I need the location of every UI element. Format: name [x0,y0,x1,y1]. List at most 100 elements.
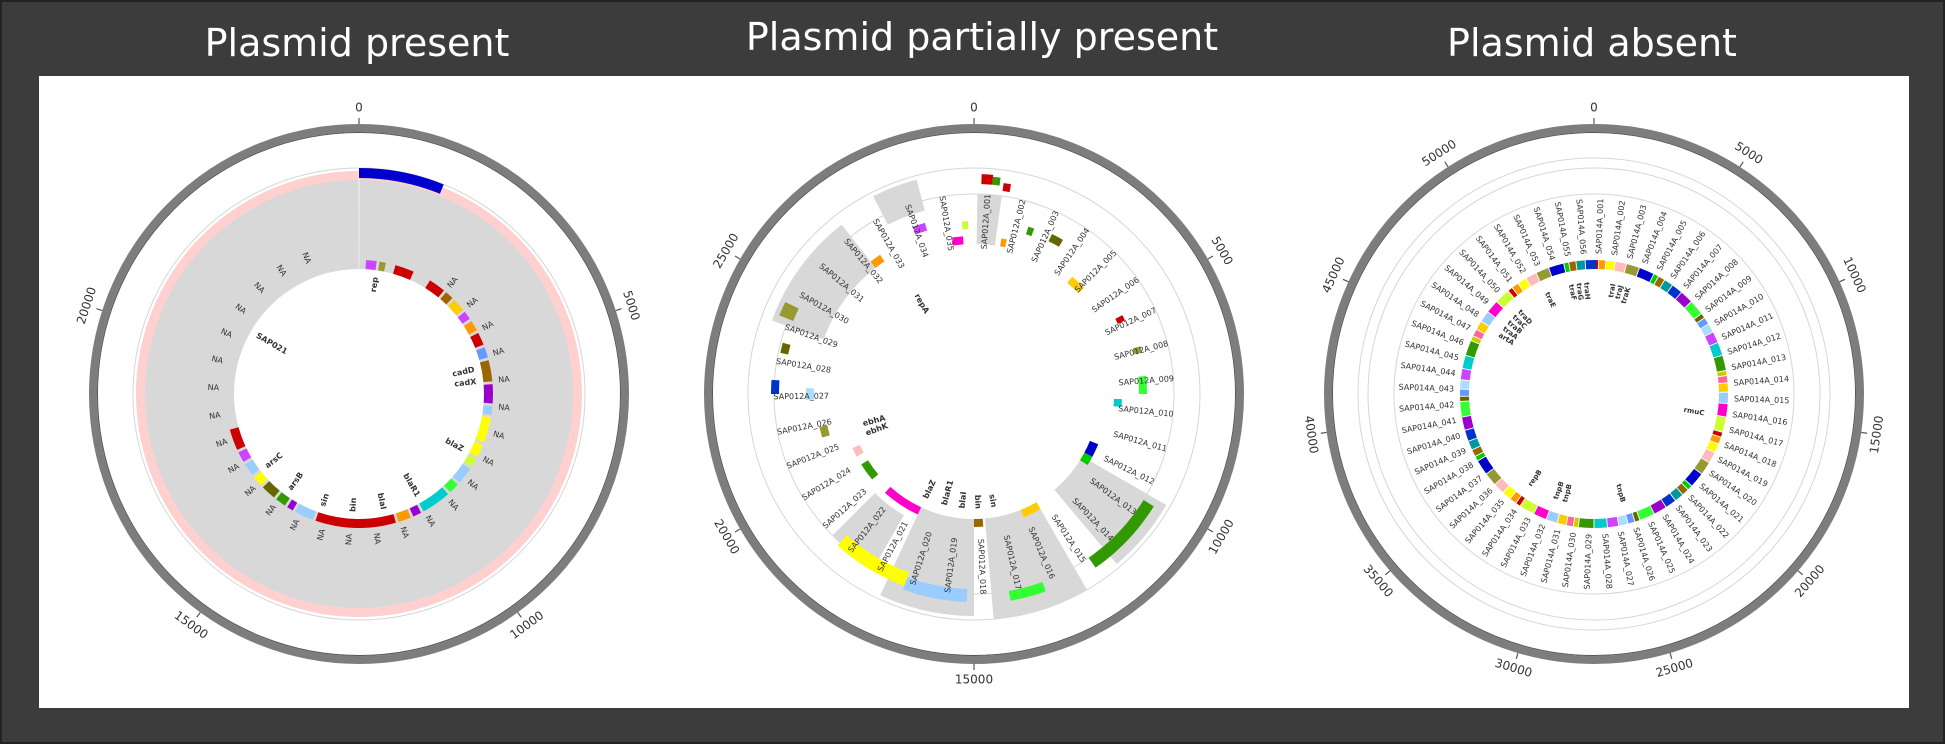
absent-gene-segment [1670,488,1683,501]
absent-gene-segment [1605,260,1615,271]
absent-gene-segment [1526,273,1540,287]
absent-tick-mark [1515,652,1519,659]
partial-locus-label: SAP012A_004 [1053,226,1092,277]
absent-gene-segment [1598,260,1606,270]
plots-panel: 0 5000 10000 15000 20000 NA NA NA NA NA NA NA NA NA NA… [39,76,1909,708]
partial-gene-label: blaI [958,491,969,509]
absent-tick-label: 15000 [1867,415,1886,455]
plot-plasmid-present: 05000100001500020000NANANANANANANANANANA… [74,101,643,664]
present-na-label: NA [315,528,327,542]
absent-locus-label: SAP014A_030 [1561,532,1578,588]
present-gene-label: arsC [263,451,284,470]
partial-gene-segment [1048,234,1063,247]
present-axis-ring [89,124,629,664]
present-tick-label: 5000 [620,289,643,322]
absent-gene-segment [1473,329,1485,340]
present-gene-segment [457,311,470,324]
absent-locus-label: SAP014A_027 [1616,531,1635,587]
absent-locus-label: SAP014A_015 [1734,394,1790,405]
present-gene-segment [448,299,464,316]
partial-tick-label: 0 [970,101,978,115]
absent-gene-label: rmuC [1683,406,1705,418]
present-gene-segment [229,427,246,450]
present-gene-segment [479,360,493,383]
present-gene-segment [476,347,488,360]
present-na-label: NA [492,346,506,358]
title-plasmid-present: Plasmid present [204,21,510,65]
present-gene-label: blaI [376,492,388,510]
absent-tick-label: 40000 [1302,415,1321,455]
absent-gene-label: traH [1582,282,1591,300]
absent-gene-segment [1637,505,1654,520]
absent-gene-label: traG [1574,283,1584,301]
absent-gene-segment [1713,415,1726,432]
absent-gene-segment [1700,324,1713,336]
present-tick-mark [615,308,622,312]
partial-gene-segment [1025,226,1035,237]
absent-gene-segment [1516,495,1525,506]
present-gene-segment [395,509,411,523]
present-gene-segment [463,321,477,335]
absent-tick-mark [1839,278,1846,283]
absent-tick-mark [1669,652,1673,659]
partial-coverage-block [1054,456,1167,565]
present-gene-label: SAP021 [255,331,290,356]
absent-gene-segment [1536,268,1552,282]
absent-tick-label: 25000 [1654,656,1695,680]
absent-gene-segment [1709,342,1723,358]
absent-locus-label: SAP014A_041 [1401,416,1457,435]
partial-locus-label: SAP012A_009 [1118,374,1174,387]
absent-locus-label: SAP014A_056 [1574,199,1587,255]
present-axis-inner-line [97,132,621,656]
partial-gene-segment [1020,502,1041,518]
partial-coverage-block [984,502,1087,620]
present-coverage-area [138,174,579,614]
present-gene-segment [425,280,444,298]
partial-guide-circle [747,167,1201,621]
partial-locus-label: SAP012A_028 [775,357,831,375]
absent-gene-segment [1465,340,1480,358]
absent-gene-segment [1460,389,1470,396]
present-gene-segment [262,481,280,498]
partial-gene-segment [779,301,799,321]
absent-gene-segment [1475,452,1486,461]
absent-gene-segment [1718,383,1728,392]
absent-gene-segment [1503,486,1516,499]
partial-gene-segment [902,577,968,602]
absent-gene-segment [1566,516,1575,527]
present-gene-label: arsB [286,470,305,492]
absent-tick-label: 45000 [1319,255,1348,296]
absent-gene-segment [1497,291,1514,308]
absent-guide-circle [1357,157,1831,631]
absent-gene-segment [1594,518,1608,528]
absent-gene-segment [1578,518,1594,528]
absent-gene-segment [1462,355,1475,370]
absent-locus-label: SAP014A_028 [1600,533,1613,589]
absent-tick-mark [1320,431,1327,434]
absent-guide-circle [1367,167,1821,621]
partial-gene-segment [1115,315,1125,324]
absent-gene-segment [1675,292,1691,308]
absent-tick-mark [1342,278,1349,283]
absent-locus-label: SAP014A_043 [1398,383,1454,394]
present-gene-segment [238,448,252,462]
absent-gene-segment [1576,260,1586,271]
absent-gene-segment [1460,396,1470,402]
absent-tick-mark [1739,161,1744,168]
partial-coverage-block [976,194,1002,246]
partial-gene-segment [780,342,791,355]
present-na-label: NA [215,437,229,450]
partial-locus-label: SAP012A_002 [1005,198,1027,254]
partial-coverage-block [771,224,876,340]
absent-gene-segment [1534,505,1550,520]
partial-gene-segment [1080,452,1093,466]
present-gene-segment [393,265,414,280]
partial-locus-label: SAP012A_027 [773,392,829,402]
absent-gene-segment [1632,511,1640,522]
absent-gene-segment [1495,478,1509,493]
absent-tick-label: 10000 [1840,255,1869,296]
partial-gene-segment [1000,238,1007,248]
plot-plasmid-absent: 0500010000150002000025000300003500040000… [1302,101,1886,681]
